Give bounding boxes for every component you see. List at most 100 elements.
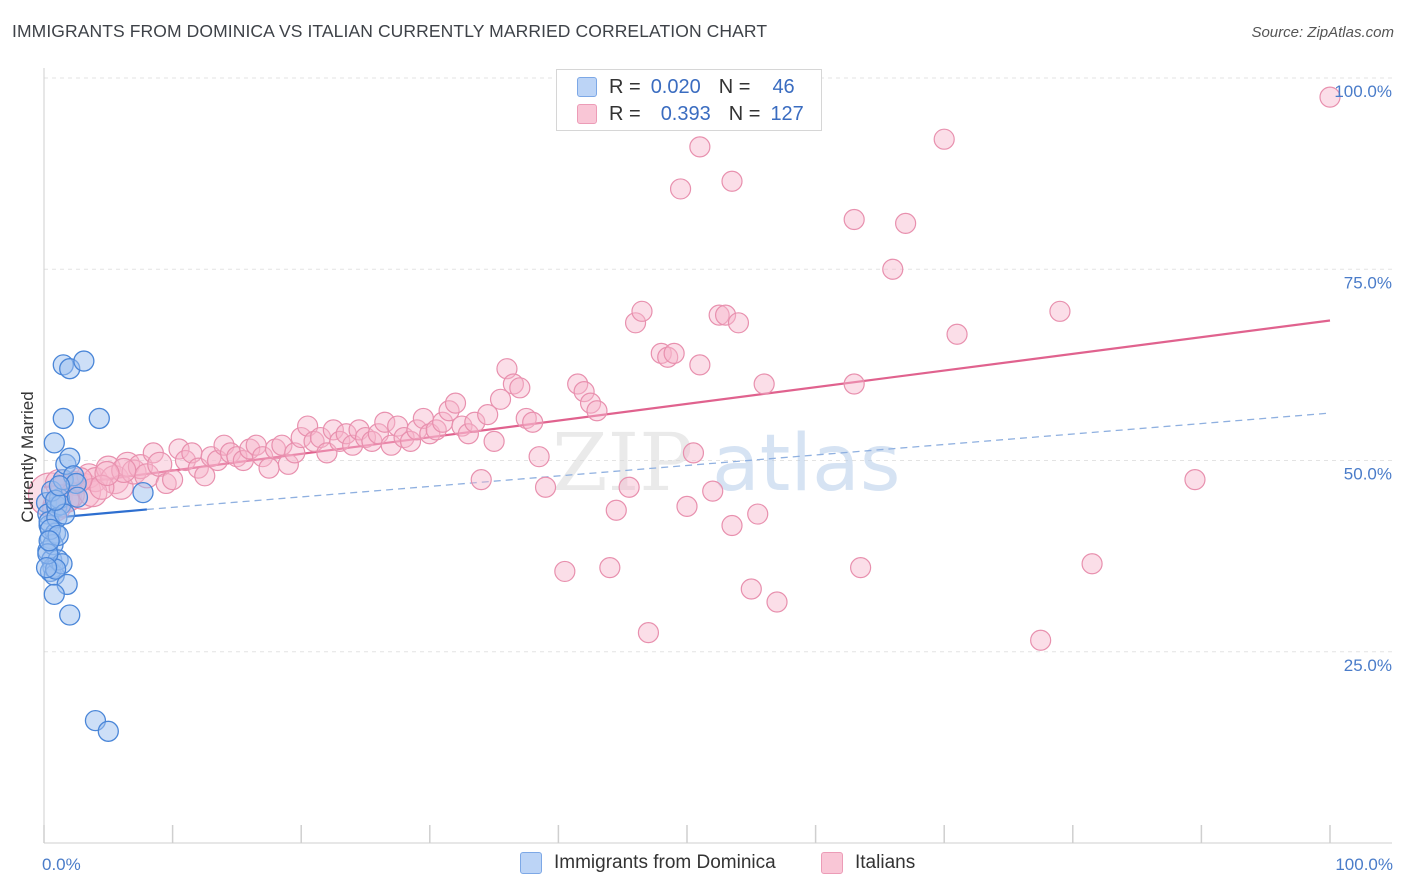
data-point-dominica (43, 432, 65, 454)
data-point-italians (554, 560, 576, 583)
data-point-italians (239, 438, 261, 460)
data-point-italians (843, 373, 865, 395)
bottom-legend-label-dominica: Immigrants from Dominica (554, 852, 776, 873)
legend-n-label: N = (718, 75, 751, 98)
y-tick-label: 50.0% (1344, 465, 1392, 484)
data-point-dominica (48, 475, 71, 497)
axes (43, 68, 1392, 844)
watermark-atlas: atlas (712, 419, 901, 509)
bottom-legend-italians: Italians (821, 852, 915, 874)
data-point-italians (477, 404, 499, 426)
data-point-dominica (59, 604, 81, 626)
data-point-italians (489, 388, 512, 410)
data-point-italians (682, 442, 705, 464)
trend-line-dominica-extension (146, 412, 1331, 511)
x-tick-label: 0.0% (42, 855, 81, 874)
data-point-italians (740, 578, 762, 600)
data-point-italians (1319, 86, 1341, 108)
data-point-italians (322, 419, 344, 441)
y-tick-label: 75.0% (1344, 273, 1392, 292)
bottom-legend-label-italians: Italians (855, 852, 916, 873)
data-point-italians (271, 434, 293, 456)
data-point-italians (843, 208, 865, 231)
data-point-dominica (59, 447, 81, 469)
data-point-dominica (97, 720, 119, 742)
data-point-italians (669, 178, 692, 200)
data-point-italians (946, 323, 968, 345)
data-point-italians (399, 430, 422, 452)
legend-row-dominica: R = 0.020 N = 46 (577, 74, 795, 100)
data-point-italians (528, 446, 550, 468)
bottom-legend: Immigrants from Dominica Italians (0, 852, 1406, 878)
data-point-italians (277, 453, 299, 475)
legend-n-value: 127 (770, 102, 804, 125)
data-point-italians (515, 407, 537, 430)
data-point-italians (663, 342, 685, 364)
data-point-italians (573, 381, 595, 403)
legend-n-value: 46 (772, 75, 795, 98)
data-point-italians (624, 312, 647, 334)
y-tick-label: 100.0% (1334, 82, 1392, 101)
data-point-italians (586, 400, 608, 422)
data-point-italians (1184, 469, 1206, 491)
bottom-legend-swatch-italians (821, 852, 843, 874)
legend-r-value: 0.020 (650, 75, 701, 98)
chart-title: IMMIGRANTS FROM DOMINICA VS ITALIAN CURR… (12, 21, 768, 41)
data-point-italians (721, 170, 743, 192)
data-point-italians (637, 622, 660, 644)
y-axis-label: Currently Married (18, 391, 37, 522)
data-point-italians (1081, 553, 1103, 575)
data-point-italians (406, 419, 428, 441)
data-point-dominica (132, 481, 154, 504)
trend-line-italians (43, 319, 1331, 489)
data-point-italians (111, 457, 137, 484)
data-point-italians (747, 503, 769, 525)
y-tick-label: 25.0% (1344, 656, 1392, 675)
data-point-italians (168, 438, 190, 460)
watermark: ZIP atlas (552, 416, 901, 509)
data-point-italians (534, 476, 557, 498)
data-point-italians (393, 426, 415, 449)
data-point-italians (882, 258, 904, 280)
data-point-italians (457, 423, 479, 445)
series-italians-points (27, 86, 1341, 651)
data-point-italians (727, 312, 750, 334)
data-point-italians (522, 411, 544, 433)
watermark-zip: ZIP (552, 416, 693, 509)
bottom-legend-swatch-dominica (520, 852, 542, 874)
data-point-italians (650, 342, 672, 364)
data-point-italians (354, 426, 377, 449)
legend-r-label: R = (609, 75, 641, 98)
data-point-italians (1030, 629, 1052, 651)
grid-lines (44, 77, 1392, 653)
data-point-italians (689, 354, 711, 376)
data-point-italians (618, 476, 640, 498)
data-point-italians (721, 514, 743, 537)
data-point-italians (631, 300, 653, 322)
data-point-italians (483, 430, 505, 452)
data-point-dominica (43, 583, 65, 606)
legend-n-label: N = (728, 102, 761, 125)
data-point-italians (464, 411, 486, 433)
data-point-italians (290, 426, 312, 449)
data-point-italians (850, 556, 872, 579)
legend-swatch-italians (577, 104, 597, 124)
data-point-italians (895, 212, 917, 234)
data-point-italians (933, 128, 955, 150)
data-point-italians (374, 411, 396, 433)
data-point-italians (509, 377, 531, 399)
data-point-dominica (35, 556, 58, 579)
data-point-italians (162, 469, 184, 491)
data-point-italians (702, 480, 724, 502)
data-point-italians (444, 392, 467, 414)
data-point-dominica (66, 486, 89, 508)
x-tick-label: 100.0% (1335, 855, 1393, 874)
series-dominica-points (35, 350, 154, 742)
data-point-italians (599, 556, 621, 579)
legend-row-italians: R = 0.393 N = 127 (577, 101, 804, 127)
data-point-italians (502, 373, 524, 395)
data-point-italians (155, 472, 177, 495)
bottom-legend-dominica: Immigrants from Dominica (520, 852, 776, 874)
data-point-italians (258, 457, 280, 479)
